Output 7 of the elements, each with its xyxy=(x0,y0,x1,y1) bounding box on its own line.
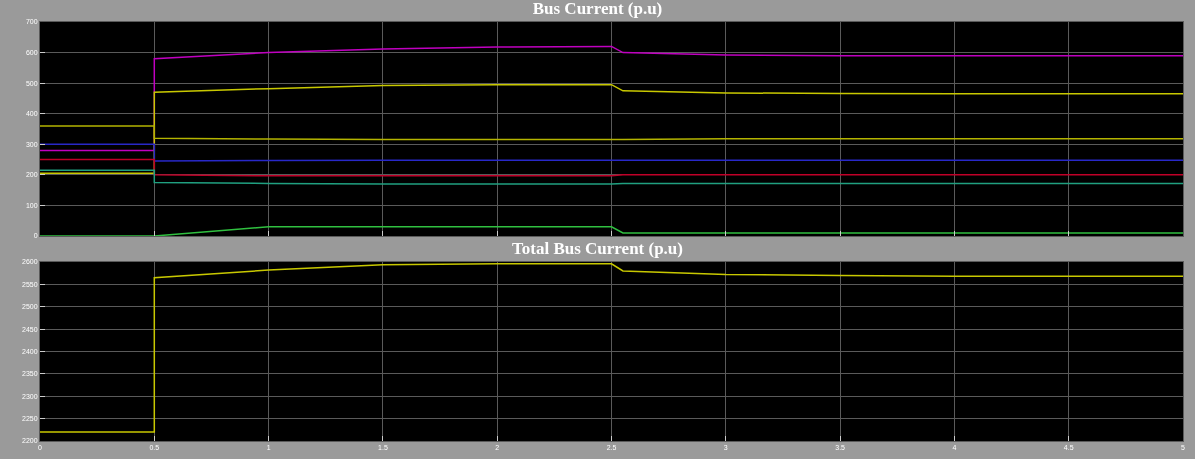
line-series xyxy=(40,263,1183,433)
line-series xyxy=(40,169,1183,185)
chart-title: Bus Current (p.u) xyxy=(532,0,663,18)
line-series xyxy=(40,125,1183,141)
line-series xyxy=(40,83,1183,175)
line-series xyxy=(40,45,1183,152)
chart-title: Total Bus Current (p.u) xyxy=(512,238,683,258)
